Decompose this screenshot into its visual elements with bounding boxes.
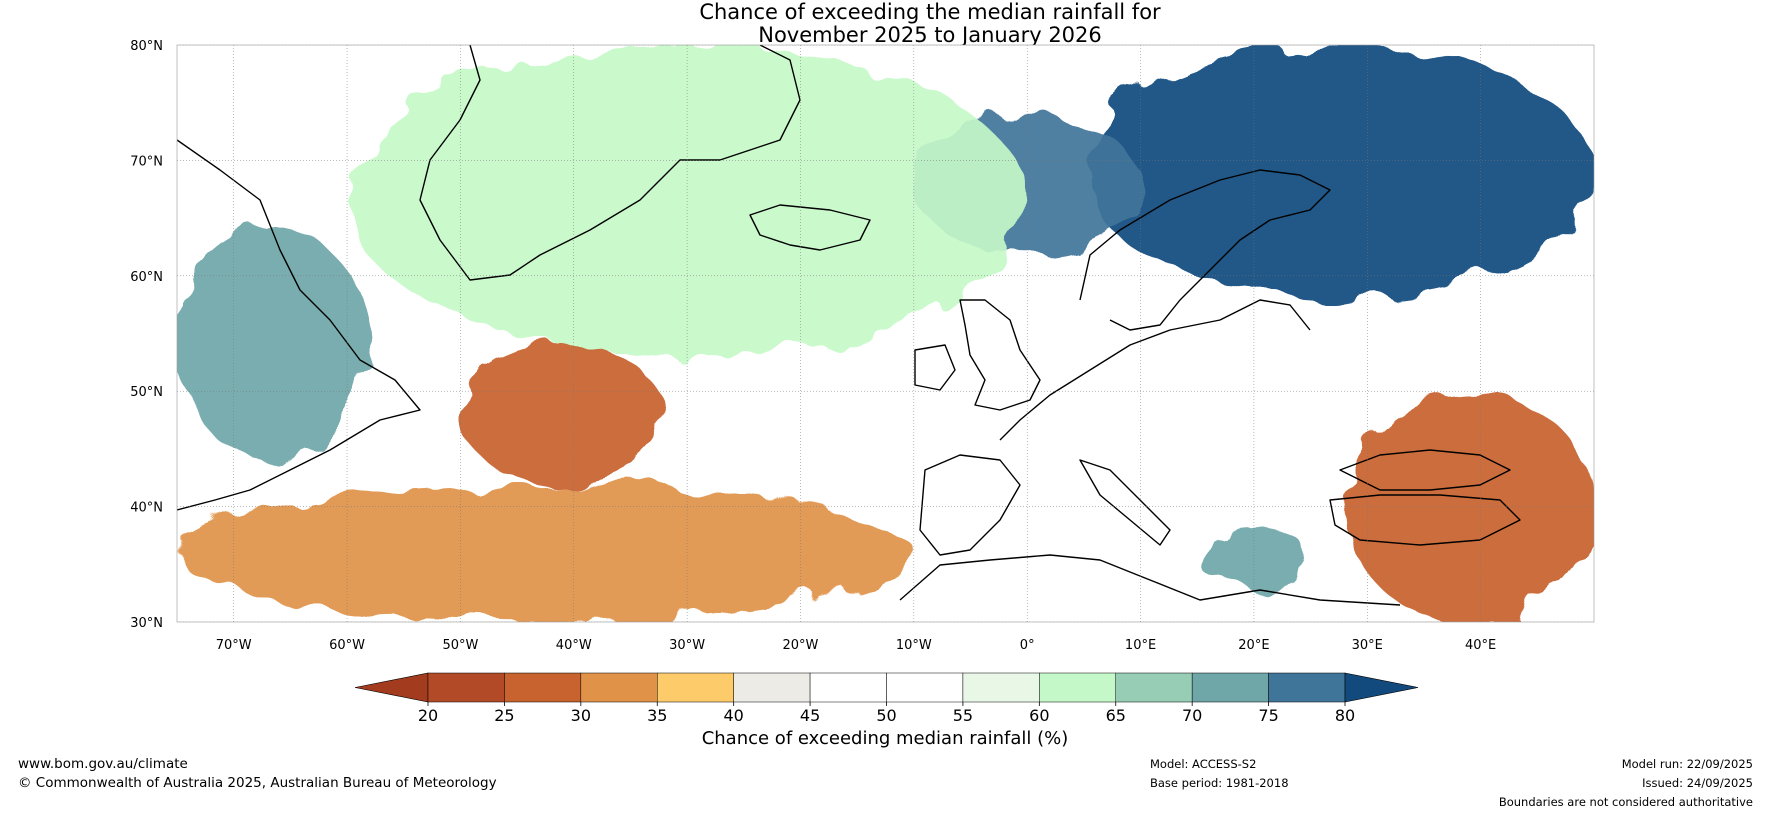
x-tick-label: 40°W [556,638,592,653]
colorbar: 20 25 30 35 40 45 50 55 60 65 70 75 80 [354,672,1419,725]
coastlines [177,45,1521,606]
iceland-coast [749,204,871,251]
footer-issued: Issued: 24/09/2025 [1642,776,1753,790]
colorbar-segment [962,672,1040,703]
turkey-coast [1329,494,1521,546]
x-tick-label: 20°W [783,638,819,653]
colorbar-tick-label: 40 [723,706,743,725]
colorbar-tick-label: 35 [647,706,667,725]
colorbar-label: Chance of exceeding median rainfall (%) [702,728,1069,749]
graticule [177,45,1594,622]
footer-model-run: Model run: 22/09/2025 [1622,757,1753,771]
colorbar-segment [657,672,734,703]
y-tick-label: 30°N [130,616,163,631]
colorbar-tick-label: 65 [1106,706,1126,725]
colorbar-segment [733,672,811,703]
x-tick-label: 10°W [896,638,932,653]
greenland-coast [419,45,801,281]
x-tick-label: 60°W [329,638,365,653]
colorbar-segment [580,672,658,703]
x-tick-label: 40°E [1465,638,1496,653]
colorbar-over-triangle [1344,672,1419,703]
colorbar-tick-label: 45 [800,706,820,725]
longitude-tick-labels: 70°W 60°W 50°W 40°W 30°W 20°W 10°W 0° 10°E 20°E 30… [216,638,1497,653]
probability-regions [177,45,1594,622]
x-tick-label: 20°E [1238,638,1269,653]
chart-title-line1: Chance of exceeding the median rainfall … [699,0,1161,24]
colorbar-tick-label: 25 [494,706,514,725]
colorbar-segment [504,672,582,703]
footer-copyright: © Commonwealth of Australia 2025, Austra… [18,775,497,791]
colorbar-segment [1039,672,1117,703]
colorbar-tick-label: 70 [1182,706,1202,725]
colorbar-segment [1268,672,1346,703]
scandinavia-coast [1079,169,1331,331]
colorbar-segment [427,672,505,703]
colorbar-segment [1191,672,1269,703]
canada-coast [177,139,421,511]
region-moist-north-atlantic [347,45,1028,357]
footer-website: www.bom.gov.au/climate [18,756,188,772]
colorbar-tick-label: 55 [953,706,973,725]
y-tick-label: 40°N [130,501,163,516]
chart-title-line2: November 2025 to January 2026 [758,23,1102,47]
colorbar-under-triangle [354,672,429,703]
colorbar-segment [886,672,964,703]
y-tick-label: 60°N [130,270,163,285]
footer-disclaimer: Boundaries are not considered authoritat… [1499,795,1753,809]
y-tick-label: 70°N [130,154,163,169]
ireland-coast [914,344,956,391]
great-britain-coast [959,299,1041,411]
y-tick-label: 80°N [130,39,163,54]
x-tick-label: 0° [1020,638,1035,653]
footer-model: Model: ACCESS-S2 [1150,757,1256,771]
colorbar-tick-label: 60 [1029,706,1049,725]
colorbar-segment [809,672,887,703]
map-frame [176,44,1595,623]
region-dry-subtropical-atlantic [177,483,914,622]
north-africa-coast [899,554,1401,606]
footer-base-period: Base period: 1981-2018 [1150,776,1289,790]
x-tick-label: 50°W [442,638,478,653]
region-wet-barents-scandinavia [1083,45,1594,299]
region-dry-central-atlantic [460,345,665,484]
map-area [177,45,1594,622]
colorbar-tick-label: 50 [876,706,896,725]
italy-coast [1079,459,1171,546]
region-dry-east-med-turkey [1344,391,1594,622]
x-tick-label: 30°E [1352,638,1383,653]
region-wet-labrador [177,229,370,461]
colorbar-segment [1115,672,1193,703]
colorbar-tick-label: 20 [418,706,438,725]
x-tick-label: 30°W [669,638,705,653]
colorbar-tick-label: 30 [571,706,591,725]
x-tick-label: 70°W [216,638,252,653]
black-sea-coast [1339,449,1511,491]
x-tick-label: 10°E [1125,638,1156,653]
colorbar-tick-label: 75 [1258,706,1278,725]
colorbar-tick-label: 80 [1335,706,1355,725]
y-tick-label: 50°N [130,385,163,400]
iberia-coast [919,454,1021,556]
europe-coast [999,299,1311,441]
latitude-tick-labels: 80°N 70°N 60°N 50°N 40°N 30°N [130,39,163,631]
